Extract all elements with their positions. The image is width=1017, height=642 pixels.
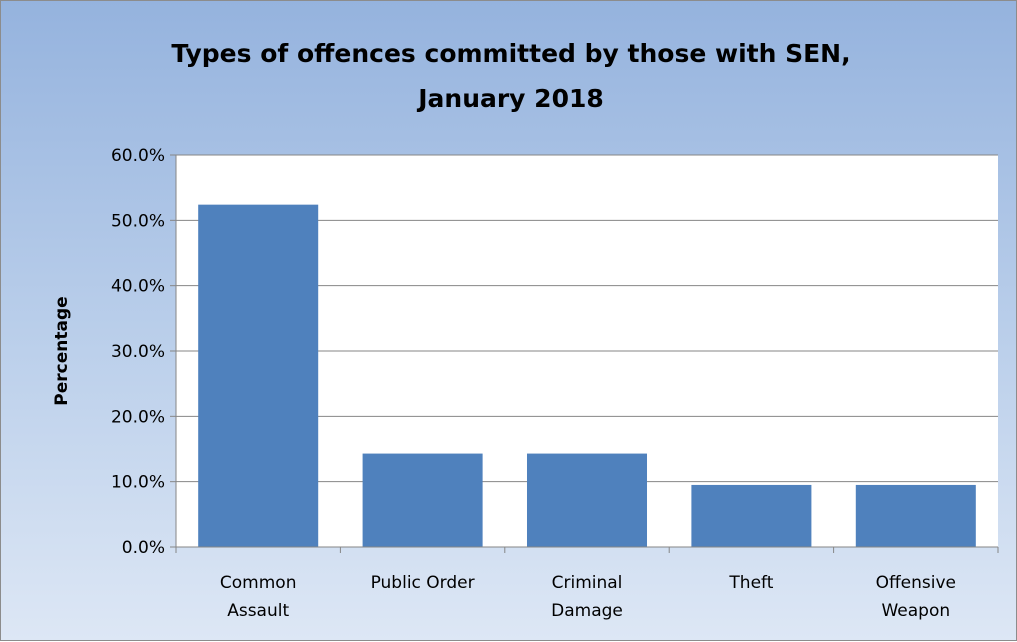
y-tick-label: 0.0% (122, 538, 165, 558)
y-tick-label: 50.0% (111, 211, 165, 231)
bar (855, 484, 976, 547)
bar (362, 453, 483, 547)
x-tick-label: Common (220, 573, 297, 593)
x-tick-label: Criminal (552, 573, 623, 593)
x-tick-label: Assault (227, 601, 289, 621)
y-tick-labels: 0.0% 10.0% 20.0% 30.0% 40.0% 50.0% 60.0% (111, 146, 165, 558)
x-tick-label: Offensive (876, 573, 956, 593)
chart-title: Types of offences committed by those wit… (171, 39, 850, 113)
y-axis-label: Percentage (52, 296, 72, 405)
chart-title-line-2: January 2018 (416, 84, 604, 113)
y-tick-label: 30.0% (111, 342, 165, 362)
chart-title-line-1: Types of offences committed by those wit… (171, 39, 850, 68)
bars (198, 204, 976, 548)
x-tick-label: Theft (728, 573, 773, 593)
x-tick-labels: Common Assault Public Order Criminal Damage T… (220, 573, 956, 621)
bar (691, 484, 812, 547)
x-tick-label: Damage (551, 601, 623, 621)
y-tick-label: 40.0% (111, 277, 165, 297)
bar (526, 453, 648, 547)
y-tick-label: 60.0% (111, 146, 165, 166)
bar (198, 204, 319, 548)
y-tick-label: 20.0% (111, 407, 165, 427)
x-tick-label: Weapon (881, 601, 950, 621)
x-tick-label: Public Order (371, 573, 475, 593)
y-tick-label: 10.0% (111, 473, 165, 493)
axes (175, 155, 999, 553)
